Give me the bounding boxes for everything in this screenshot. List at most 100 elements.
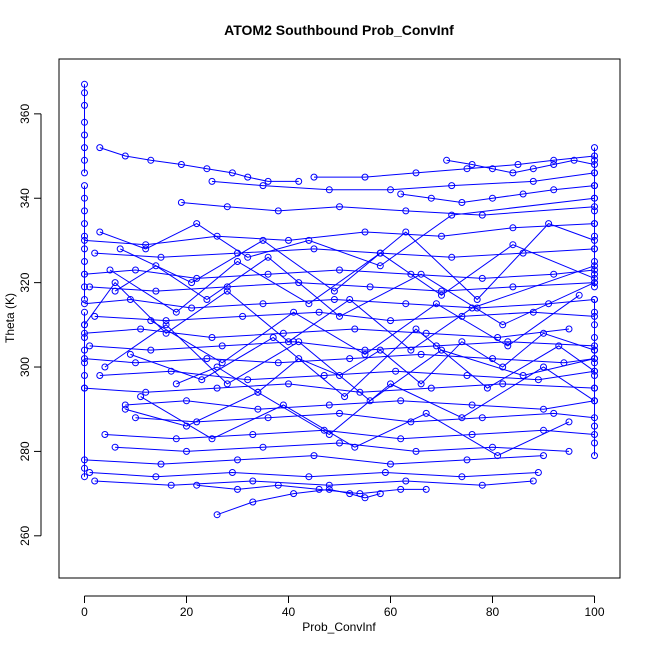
data-point [458,414,466,422]
y-axis: 260 280 300 320 340 360 [18,104,42,546]
data-point [550,409,558,417]
data-point [468,161,476,168]
data-point [591,169,598,177]
data-point [361,350,369,358]
series-20 [121,397,598,413]
data-point [259,443,267,451]
data-point [407,346,415,354]
data-point [591,220,598,228]
series-7 [208,169,598,194]
data-point [259,236,267,244]
series-28 [193,481,430,498]
data-point [325,485,333,493]
data-point [81,308,88,316]
data-point [591,452,598,460]
data-point [172,308,180,316]
data-point [489,443,496,451]
data-point [132,266,139,274]
data-point [193,481,201,489]
data-point [463,372,471,379]
data-point [336,266,343,274]
data-point [591,270,598,278]
data-point [591,414,598,422]
data-point [81,329,88,337]
data-point [81,384,88,392]
data-point [591,431,598,438]
data-point [336,372,343,379]
data-point [422,409,430,417]
data-point [570,156,578,164]
data-point [478,274,486,282]
data-point [126,296,134,303]
x-tick-label: 40 [282,605,296,619]
data-point [499,380,507,388]
data-point [203,165,211,173]
x-tick-label: 0 [81,605,88,619]
data-point [147,346,155,354]
series-12 [86,279,598,295]
data-point [81,456,88,464]
data-point [234,485,241,493]
series-11 [81,266,598,282]
data-point [540,363,547,371]
data-point [310,245,318,253]
data-point [81,80,88,88]
data-point [341,393,349,401]
series-line [84,298,595,309]
x-tick-label: 20 [180,605,194,619]
series-40 [397,182,598,206]
x-tick-label: 100 [584,605,604,619]
data-point [545,300,553,308]
data-point [279,329,287,337]
data-point [591,346,598,354]
series-26 [91,477,537,489]
data-point [494,334,502,341]
data-point [509,283,517,291]
data-point [534,376,542,384]
data-point [519,190,527,198]
data-point [448,182,456,190]
data-point [458,473,466,481]
series-32 [96,194,598,270]
data-point [438,232,445,240]
series-29 [111,253,598,329]
data-point [591,258,598,265]
data-point [468,431,476,438]
data-point [101,431,109,438]
data-point [86,342,94,350]
data-point [81,118,88,126]
y-axis-label: Theta (K) [3,293,17,343]
data-point [463,456,471,464]
data-point [591,182,598,190]
data-point [86,283,94,291]
data-point [213,232,221,240]
data-point [157,253,165,261]
data-point [468,401,476,409]
series-37 [116,220,598,303]
series-22 [101,426,598,443]
y-tick-label: 300 [18,357,32,377]
data-point [249,431,257,438]
data-point [269,334,277,341]
data-point [152,262,160,270]
series-line [99,370,595,381]
series-30 [101,321,598,405]
data-point [591,367,598,375]
series-41 [172,329,598,396]
data-point [295,279,303,287]
data-point [591,308,598,316]
data-point [142,388,150,396]
data-point [81,296,88,303]
data-point [96,144,104,152]
data-point [392,367,400,375]
data-point [81,236,88,244]
data-point [402,207,410,215]
data-point [402,477,410,485]
data-point [147,317,155,325]
series-line [84,328,570,339]
series-38 [147,291,583,367]
data-point [81,232,88,240]
data-point [249,498,257,506]
data-point [473,304,481,312]
data-point [351,325,359,333]
